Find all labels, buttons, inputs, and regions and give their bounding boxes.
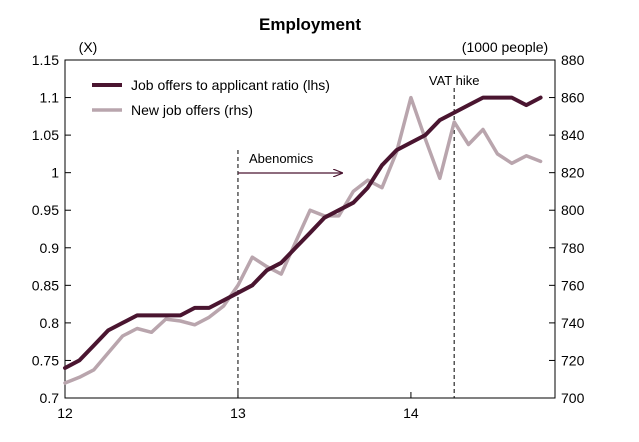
left-tick-label: 0.7 [40, 390, 60, 406]
left-tick-label: 1.15 [32, 52, 59, 68]
legend-label: Job offers to applicant ratio (lhs) [131, 77, 330, 93]
series-line-job-offer-ratio [63, 95, 543, 370]
left-tick-label: 0.75 [32, 352, 59, 368]
annotation-label: VAT hike [429, 73, 480, 88]
legend-label: New job offers (rhs) [131, 102, 253, 118]
x-axis: 12 13 14 [57, 392, 419, 421]
right-tick-label: 820 [561, 165, 585, 181]
right-tick-label: 720 [561, 352, 585, 368]
right-tick-label: 760 [561, 277, 585, 293]
series-lines [63, 95, 543, 385]
x-tick-label: 14 [403, 405, 419, 421]
right-axis: 700 720 740 760 780 800 820 840 860 880 [549, 52, 585, 406]
right-tick-label: 800 [561, 202, 585, 218]
right-tick-label: 840 [561, 127, 585, 143]
plot-frame [64, 59, 556, 399]
right-tick-label: 700 [561, 390, 585, 406]
left-tick-label: 0.85 [32, 277, 59, 293]
left-tick-label: 1.05 [32, 127, 59, 143]
right-tick-label: 780 [561, 240, 585, 256]
right-tick-label: 880 [561, 52, 585, 68]
left-tick-label: 0.9 [40, 240, 60, 256]
right-tick-label: 860 [561, 90, 585, 106]
series-line-new-job-offers [63, 95, 543, 385]
left-tick-label: 0.95 [32, 202, 59, 218]
legend: Job offers to applicant ratio (lhs) New j… [92, 77, 330, 118]
left-tick-label: 1.1 [40, 90, 60, 106]
left-axis-unit: (X) [79, 39, 98, 55]
x-tick-label: 13 [230, 405, 246, 421]
annotation-label: Abenomics [249, 151, 314, 166]
chart-title: Employment [259, 15, 361, 34]
annotations: Abenomics VAT hike [237, 73, 480, 398]
left-axis: 0.7 0.75 0.8 0.85 0.9 0.95 1 1.05 1.1 1.15 [32, 52, 71, 406]
right-axis-unit: (1000 people) [462, 39, 548, 55]
right-tick-label: 740 [561, 315, 585, 331]
left-tick-label: 1 [51, 165, 59, 181]
left-tick-label: 0.8 [40, 315, 60, 331]
x-tick-label: 12 [57, 405, 73, 421]
